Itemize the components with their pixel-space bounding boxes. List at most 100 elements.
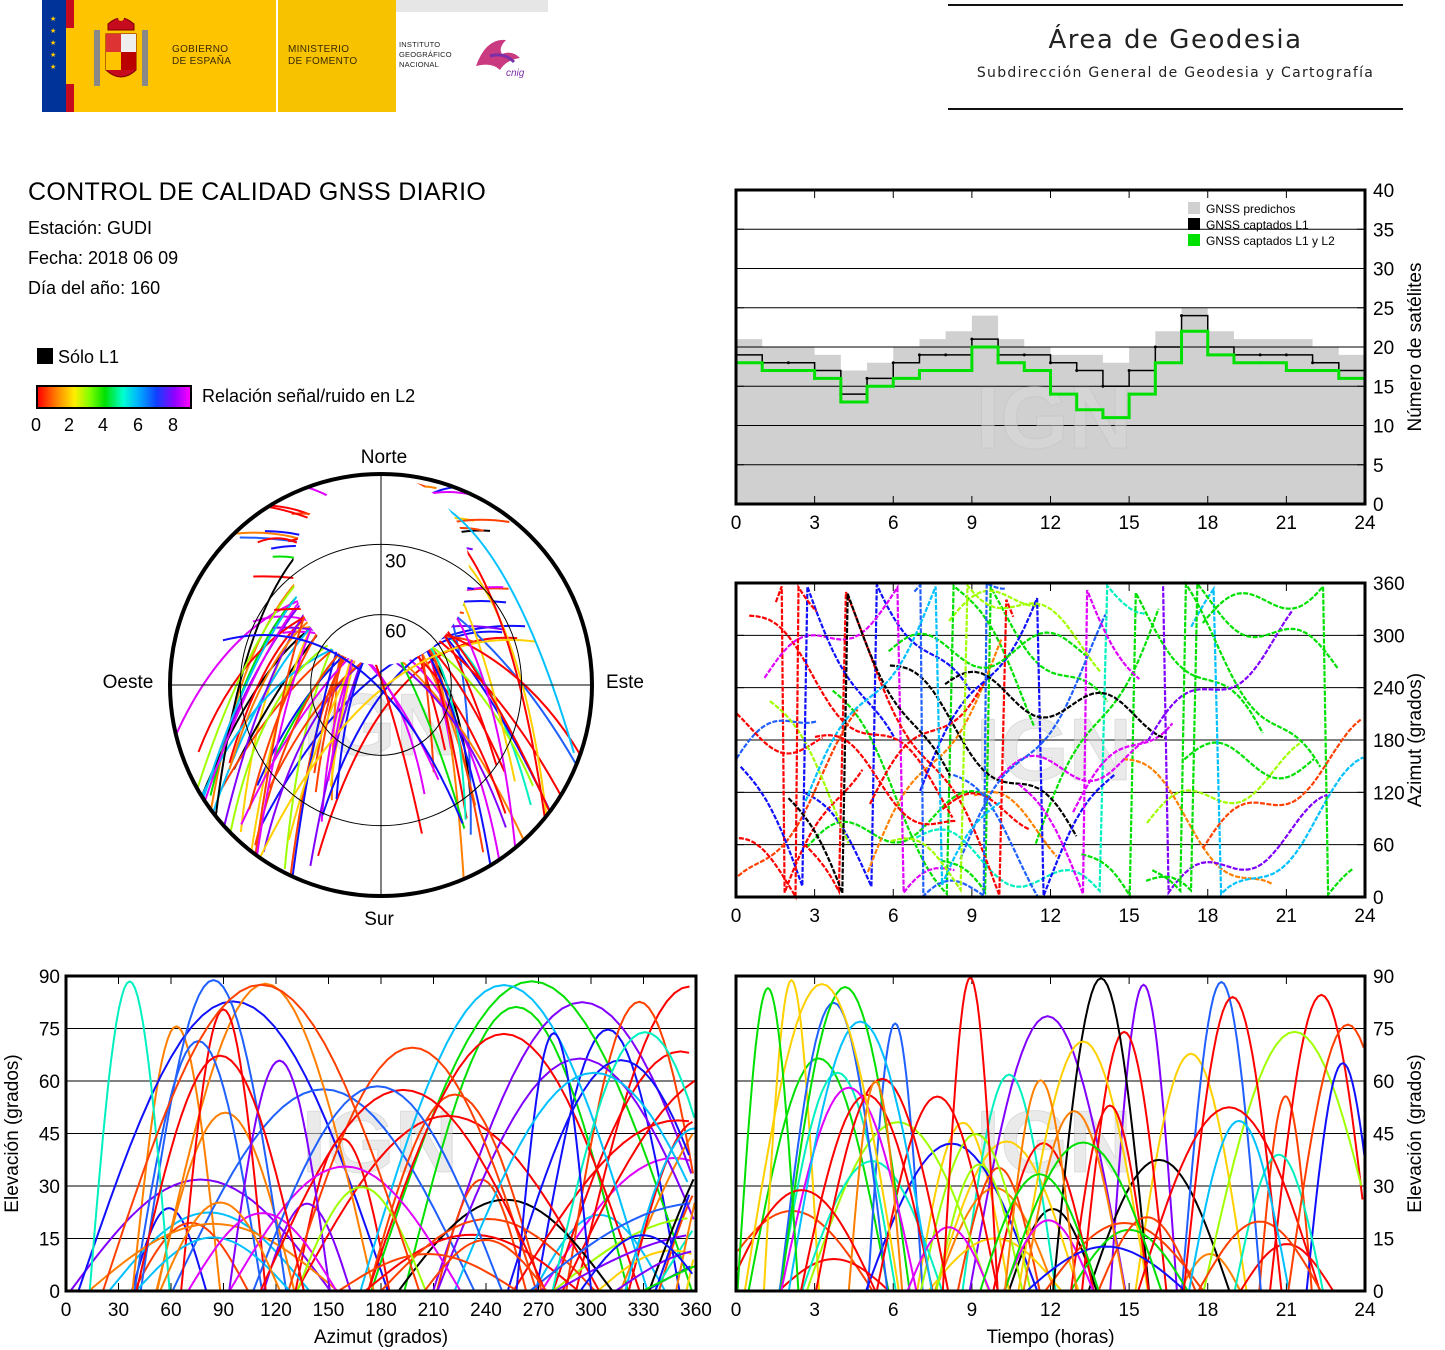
x-tick-label-360: 360 <box>680 1300 712 1321</box>
elev-az-track <box>159 1201 281 1292</box>
y-axis-label: Elevación (grados) <box>2 1054 23 1212</box>
azimuth-track <box>1190 585 1364 897</box>
x-tick-label-12: 12 <box>1040 906 1061 927</box>
ministerio-logo: MINISTERIO DE FOMENTO <box>278 0 396 112</box>
elev-az-track <box>506 1059 691 1292</box>
elev-az-track <box>675 1202 696 1292</box>
snr-colorbar <box>36 385 192 409</box>
elev-az-track <box>262 1202 352 1292</box>
azimuth-track <box>919 597 1116 897</box>
azimuth-track <box>1183 741 1315 780</box>
series-point <box>1153 345 1157 349</box>
azimuth-track <box>1123 758 1274 886</box>
x-tick-label-0: 0 <box>731 1300 742 1321</box>
elev-az-track <box>180 1008 267 1292</box>
series-point <box>891 376 895 380</box>
elev-time-track <box>778 1001 889 1292</box>
header-logos: ★ ★ ★ ★ ★ GOBIERNO DE ESPAÑA MINISTERIO DE F… <box>42 0 548 112</box>
series-point <box>1101 384 1105 388</box>
x-tick-label-0: 0 <box>731 906 742 927</box>
elev-az-track <box>453 1071 689 1292</box>
x-tick-label-9: 9 <box>967 906 978 927</box>
ring-label-30: 30 <box>385 551 406 572</box>
azimuth-track <box>890 582 1101 894</box>
series-point <box>1284 353 1288 357</box>
y-tick-label-15: 15 <box>1373 377 1394 398</box>
series-point <box>917 353 921 357</box>
report-info: CONTROL DE CALIDAD GNSS DIARIO Estación:… <box>28 178 486 303</box>
y-tick-label-15: 15 <box>1373 1230 1394 1251</box>
elev-time-track <box>778 1071 897 1292</box>
series-point <box>1206 353 1210 357</box>
azimuth-track <box>1081 592 1264 900</box>
north-label: Norte <box>361 447 407 468</box>
instituto-logo-text: INSTITUTO GEOGRÁFICO NACIONAL <box>399 40 452 69</box>
date-label: Fecha: 2018 06 09 <box>28 248 179 268</box>
elev-time-track <box>747 1057 890 1292</box>
elev-az-track <box>252 1085 503 1292</box>
elev-az-track <box>156 982 375 1292</box>
legend-label-0: GNSS predichos <box>1206 202 1295 216</box>
x-tick-label-15: 15 <box>1119 513 1140 534</box>
x-tick-label-24: 24 <box>1354 513 1376 534</box>
x-tick-label-180: 180 <box>365 1300 397 1321</box>
legend-label-1: GNSS captados L1 <box>1206 218 1309 232</box>
azimuth-track <box>769 700 850 844</box>
y-tick-label-25: 25 <box>1373 299 1394 320</box>
area-subtitle: Subdirección General de Geodesia y Carto… <box>976 65 1375 81</box>
elev-time-track <box>736 1189 877 1292</box>
x-tick-label-60: 60 <box>160 1300 181 1321</box>
y-tick-label-180: 180 <box>1373 731 1405 752</box>
elev-time-track <box>906 1226 991 1292</box>
elev-az-track <box>228 1165 462 1292</box>
y-tick-label-60: 60 <box>1373 1072 1394 1093</box>
snr-tick-6: 6 <box>133 415 144 435</box>
x-tick-label-15: 15 <box>1119 1300 1140 1321</box>
snr-label: Relación señal/ruido en L2 <box>202 386 416 406</box>
y-tick-label-45: 45 <box>1373 1125 1394 1146</box>
elev-az-track <box>529 1202 691 1292</box>
azimuth-track <box>804 584 972 887</box>
x-tick-label-300: 300 <box>575 1300 607 1321</box>
series-point <box>786 361 790 365</box>
x-tick-label-24: 24 <box>1354 906 1376 927</box>
sky-track <box>321 630 503 816</box>
azimuth-track <box>738 583 818 901</box>
elev-time-track <box>992 1142 1095 1292</box>
series-point <box>1075 369 1079 373</box>
elev-time-track <box>1182 995 1283 1292</box>
legend-swatch-0 <box>1188 202 1200 214</box>
ministry-line-1: MINISTERIO <box>288 44 350 55</box>
azimuth-track <box>869 679 986 805</box>
series-predicted-area <box>736 307 1365 504</box>
series-point <box>944 353 948 357</box>
series-point <box>1180 329 1184 333</box>
x-tick-label-18: 18 <box>1197 906 1218 927</box>
series-point <box>1049 392 1052 396</box>
elev-az-track <box>88 980 171 1292</box>
series-point <box>1180 314 1184 318</box>
elev-time-track <box>1097 1216 1197 1292</box>
x-tick-label-9: 9 <box>967 1300 978 1321</box>
report-title: CONTROL DE CALIDAD GNSS DIARIO <box>28 178 487 206</box>
sky-track <box>222 633 464 824</box>
azimuth-track <box>1201 583 1354 898</box>
azimuth-track <box>1146 742 1301 824</box>
azimuth-track <box>959 614 1107 860</box>
snr-tick-8: 8 <box>168 415 179 435</box>
elev-az-track <box>552 1217 688 1292</box>
elev-az-track <box>552 1050 690 1292</box>
x-tick-label-0: 0 <box>61 1300 72 1321</box>
ministry-line-2: DE FOMENTO <box>288 56 358 67</box>
south-label: Sur <box>364 909 394 930</box>
elev-az-track <box>648 1178 695 1292</box>
y-tick-label-75: 75 <box>1373 1020 1394 1041</box>
series-point <box>1337 376 1341 380</box>
series-point <box>1075 408 1079 412</box>
azimuth-track <box>787 593 952 894</box>
x-tick-label-15: 15 <box>1119 906 1140 927</box>
x-tick-label-3: 3 <box>809 513 820 534</box>
x-tick-label-12: 12 <box>1040 513 1061 534</box>
elev-time-track <box>933 1140 1080 1292</box>
elev-az-track <box>187 1212 338 1292</box>
